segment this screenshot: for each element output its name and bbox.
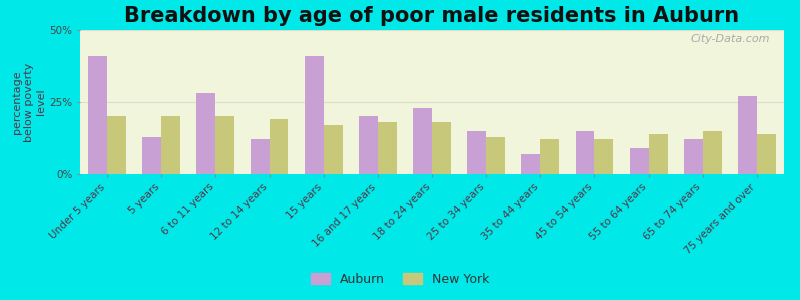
Bar (630, 148, 649, 174)
Text: City-Data.com: City-Data.com (690, 34, 770, 44)
Bar (649, 134, 667, 174)
Y-axis label: percentage
below poverty
level: percentage below poverty level (12, 62, 46, 142)
Bar (142, 136, 162, 174)
Bar (270, 119, 289, 174)
Bar (197, 93, 215, 174)
Bar (757, 134, 776, 174)
Bar (378, 122, 397, 174)
Bar (162, 116, 180, 174)
Bar (88, 56, 107, 174)
Bar (432, 122, 451, 174)
Bar (467, 131, 486, 174)
Bar (215, 116, 234, 174)
Bar (522, 154, 540, 174)
Bar (324, 125, 342, 174)
Bar (540, 140, 559, 174)
Bar (702, 131, 722, 174)
Bar (305, 56, 324, 174)
Legend: Auburn, New York: Auburn, New York (306, 268, 494, 291)
Bar (486, 136, 505, 174)
Bar (250, 140, 270, 174)
Bar (107, 116, 126, 174)
Title: Breakdown by age of poor male residents in Auburn: Breakdown by age of poor male residents … (125, 6, 739, 26)
Bar (359, 116, 378, 174)
Bar (594, 140, 614, 174)
Bar (738, 96, 757, 174)
Bar (684, 140, 702, 174)
Bar (575, 131, 594, 174)
Bar (413, 108, 432, 174)
